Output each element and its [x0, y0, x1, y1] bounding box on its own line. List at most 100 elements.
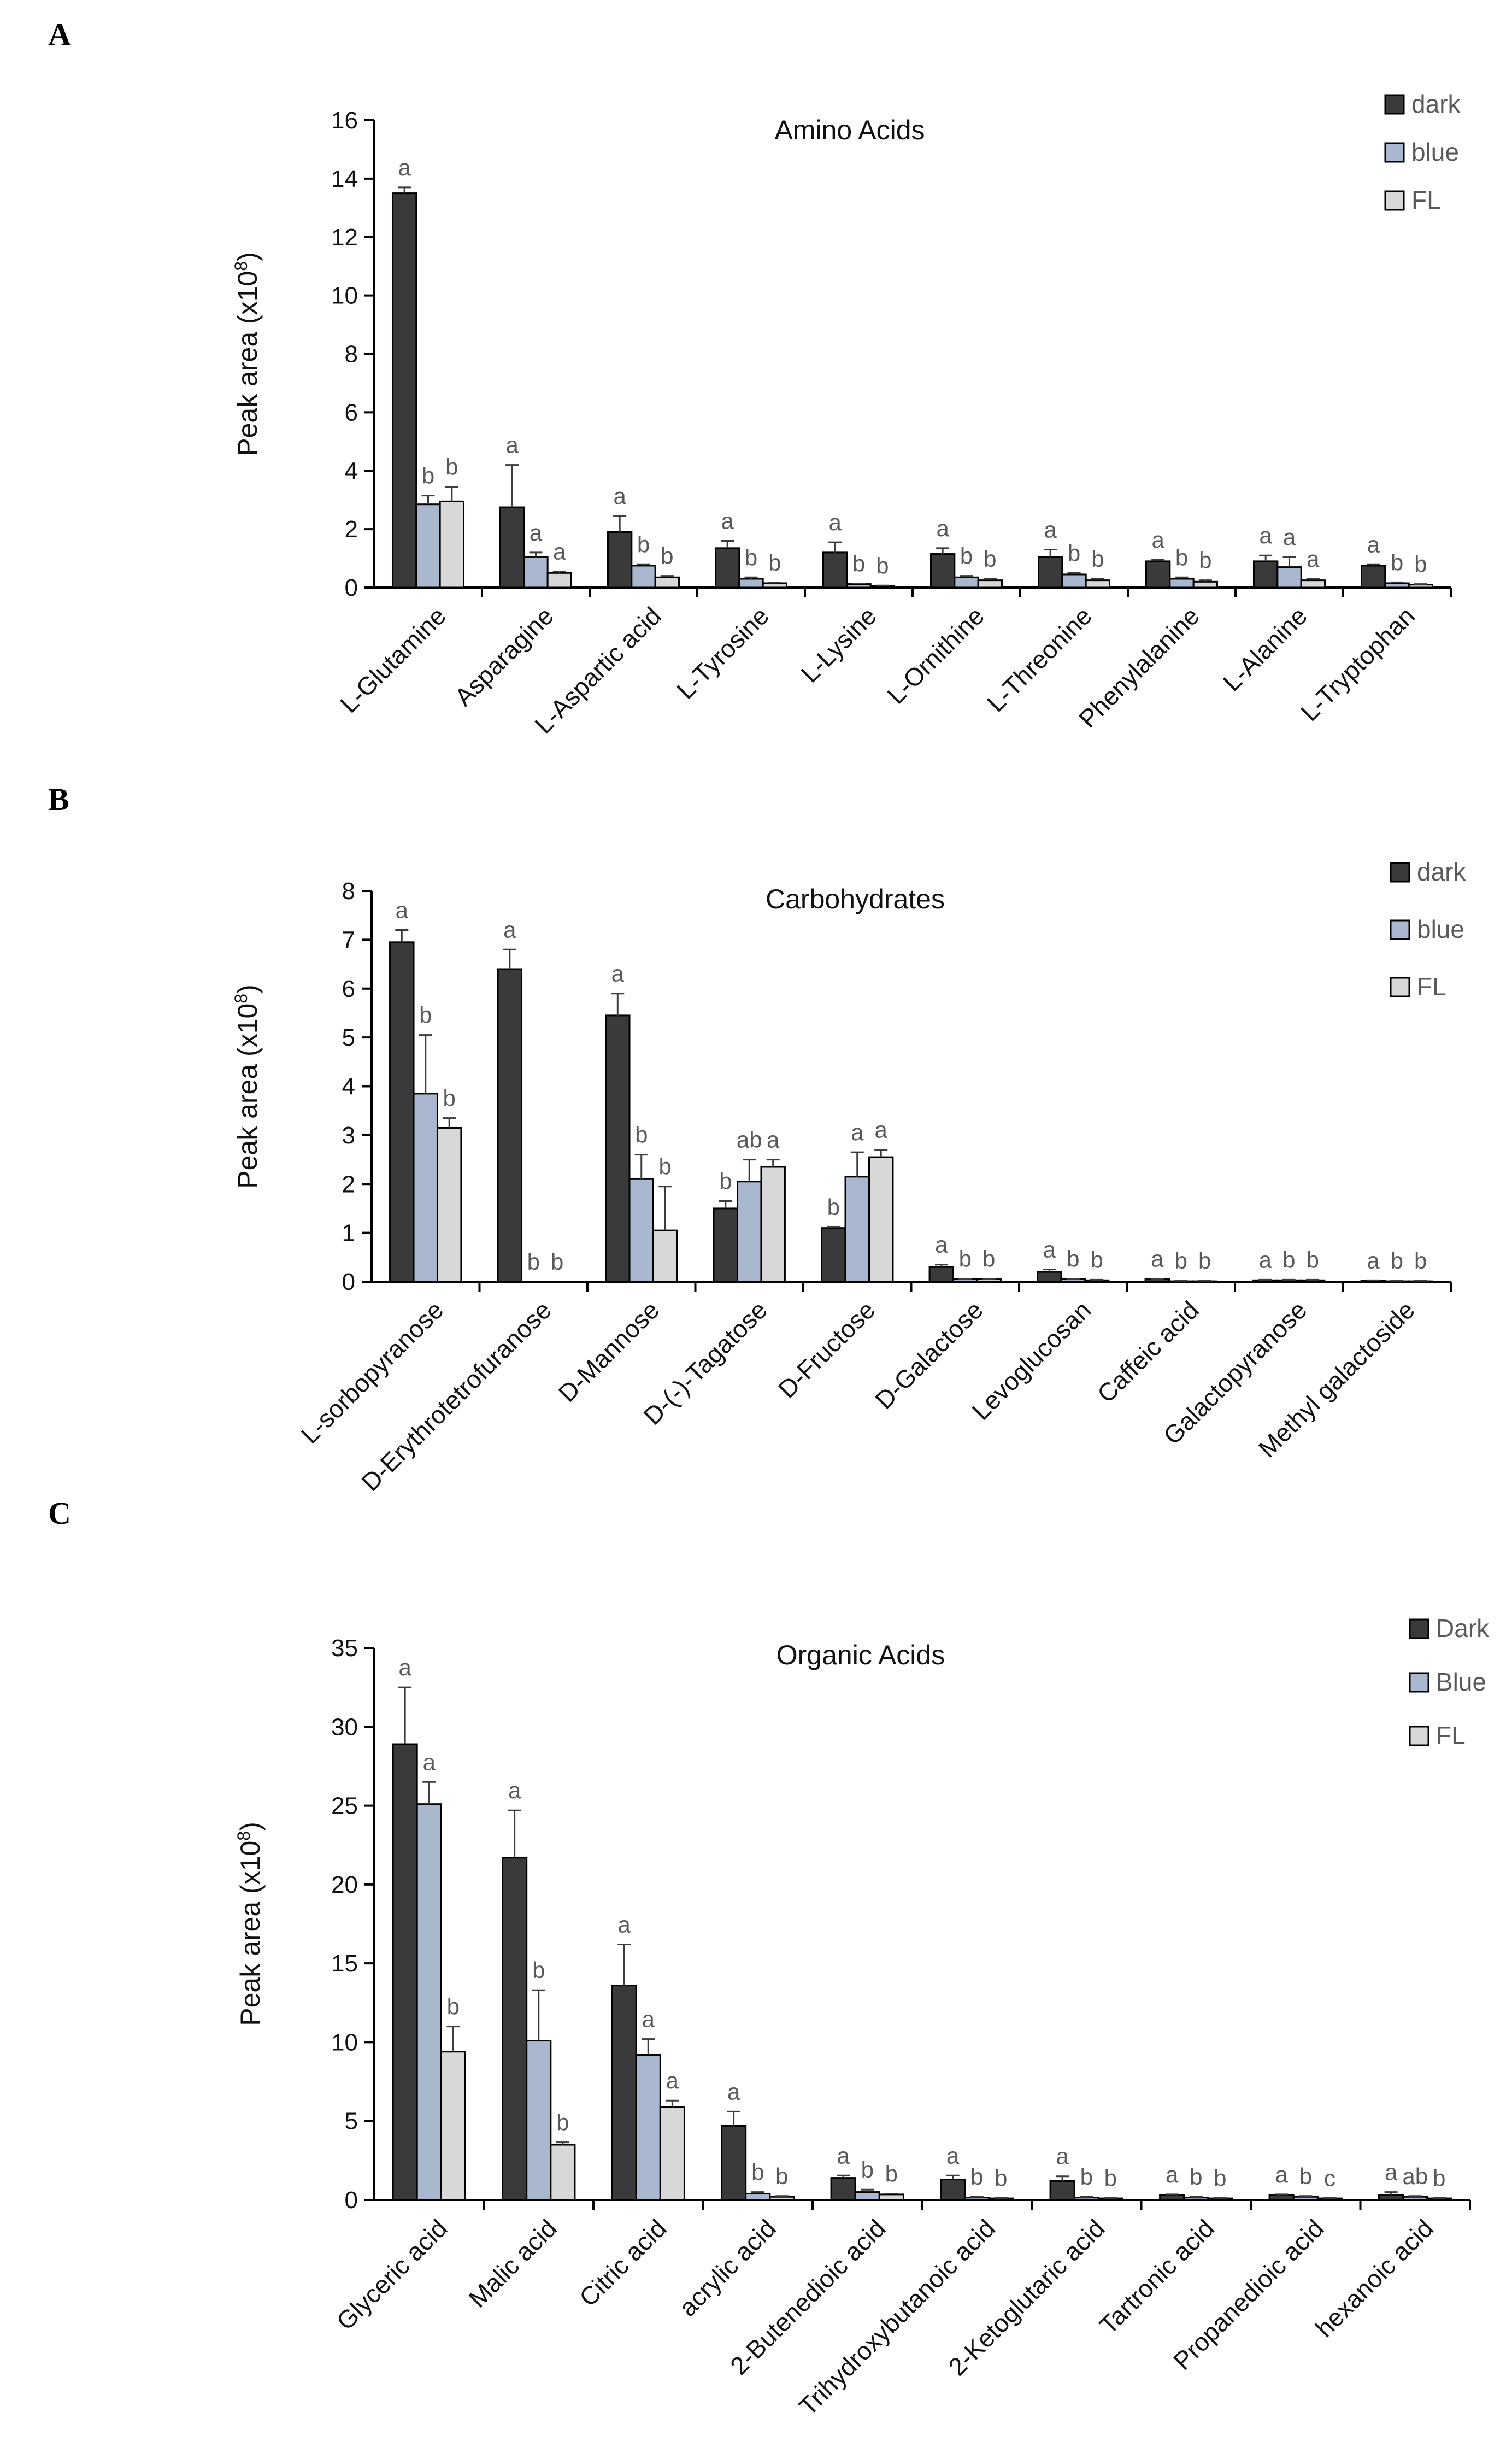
y-tick-label: 2 — [342, 1171, 355, 1198]
legend-label: blue — [1411, 138, 1459, 166]
category-label: L-Tryptophan — [1295, 601, 1420, 726]
significance-letter: a — [1367, 1247, 1380, 1273]
bar-fl — [439, 500, 465, 589]
chart-title: Carbohydrates — [766, 884, 945, 914]
significance-letter: a — [1307, 546, 1320, 572]
y-tick-label: 25 — [331, 1793, 358, 1820]
y-tick-label: 5 — [342, 1024, 355, 1051]
significance-letter: a — [1044, 517, 1057, 543]
y-axis-label-exponent: 8 — [234, 1831, 254, 1841]
bar-fl — [1408, 584, 1434, 589]
category-label: D-Erythrotetrofuranose — [356, 1295, 557, 1497]
y-axis-label-close: ) — [232, 984, 263, 994]
category-label: L-Glutamine — [334, 601, 451, 718]
category-label: Tartronic acid — [1094, 2214, 1220, 2339]
significance-letter: a — [935, 1232, 948, 1258]
bar-dark — [1037, 556, 1063, 589]
legend-label: dark — [1417, 858, 1466, 886]
significance-letter: b — [422, 463, 434, 489]
bar-blue — [1169, 578, 1195, 589]
significance-letter: b — [827, 1194, 840, 1220]
significance-letter: b — [959, 1246, 972, 1272]
significance-letter: b — [556, 2110, 569, 2135]
bar-fl — [878, 2193, 904, 2201]
bar-blue — [854, 2191, 880, 2201]
bar-blue — [964, 2197, 990, 2201]
significance-letter: b — [1307, 1247, 1319, 1272]
significance-letter: a — [503, 917, 516, 942]
bar-dark — [392, 1743, 418, 2201]
bar-blue — [737, 1181, 762, 1283]
significance-letter: a — [396, 897, 409, 923]
bar-fl — [440, 2051, 466, 2201]
legend-label: Dark — [1436, 1614, 1490, 1642]
chart-title: Amino Acids — [774, 115, 925, 145]
significance-letter: a — [1283, 524, 1296, 550]
bar-blue — [526, 2040, 552, 2201]
bar-fl — [546, 572, 573, 589]
bar-dark — [1049, 2180, 1075, 2201]
significance-letter: b — [1104, 2166, 1117, 2191]
bar-fl — [652, 1229, 678, 1283]
bar-dark — [502, 1857, 528, 2201]
bar-fl — [436, 1126, 462, 1283]
bar-fl — [1192, 580, 1219, 589]
significance-letter: b — [1067, 1246, 1079, 1272]
y-tick-label: 7 — [342, 926, 355, 953]
significance-letter: a — [1259, 1247, 1272, 1272]
significance-letter: a — [508, 1777, 521, 1803]
bar-blue — [846, 583, 872, 589]
significance-letter: a — [613, 483, 626, 509]
significance-letter: b — [1299, 2163, 1312, 2189]
legend-label: FL — [1436, 1721, 1466, 1750]
significance-letter: b — [1391, 1248, 1403, 1274]
bar-dark — [940, 2178, 966, 2201]
panel-label: A — [48, 16, 71, 52]
y-tick-label: 6 — [345, 399, 358, 426]
significance-letter: b — [1198, 1248, 1211, 1274]
y-tick-label: 1 — [342, 1220, 355, 1247]
bar-dark — [497, 968, 523, 1283]
significance-letter: b — [1433, 2166, 1445, 2191]
bar-blue — [635, 2054, 661, 2201]
bar-fl — [550, 2144, 576, 2201]
y-tick-label: 3 — [342, 1122, 355, 1149]
significance-letter: b — [419, 1002, 432, 1028]
y-tick-label: 5 — [345, 2108, 358, 2135]
bar-dark — [721, 2125, 747, 2201]
category-label: D-Mannose — [552, 1295, 664, 1407]
significance-letter: b — [1199, 548, 1211, 573]
significance-letter: a — [1151, 527, 1164, 553]
y-axis-label-text: Peak area (x10 — [232, 1003, 263, 1189]
significance-letter: c — [1324, 2166, 1335, 2191]
category-label: Glyceric acid — [331, 2214, 452, 2335]
y-axis-label-close: ) — [235, 1822, 266, 1831]
significance-letter: a — [837, 2143, 850, 2168]
bar-blue — [1060, 1278, 1086, 1283]
significance-letter: a — [1043, 1237, 1056, 1263]
significance-letter: b — [1214, 2166, 1226, 2191]
bar-dark — [1360, 565, 1386, 589]
significance-letter: a — [611, 961, 625, 987]
significance-letter: a — [642, 2006, 655, 2032]
significance-letter: b — [1080, 2164, 1093, 2190]
legend-swatch-dark — [1409, 1618, 1429, 1639]
y-tick-label: 4 — [342, 1073, 355, 1100]
legend-label: Blue — [1436, 1668, 1486, 1696]
y-tick-label: 20 — [331, 1871, 358, 1898]
bar-blue — [415, 503, 441, 589]
legend-swatch-blue — [1384, 142, 1405, 163]
bar-blue — [1276, 566, 1302, 589]
significance-letter: b — [447, 1994, 460, 2020]
significance-letter: b — [768, 550, 781, 576]
significance-letter: b — [1190, 2164, 1202, 2190]
bar-dark — [714, 547, 740, 589]
significance-letter: a — [505, 432, 519, 458]
legend-swatch-blue — [1409, 1672, 1429, 1693]
bar-fl — [762, 582, 788, 589]
bar-dark — [605, 1014, 631, 1283]
significance-letter: a — [617, 1912, 631, 1938]
legend-swatch-fl — [1409, 1726, 1429, 1746]
